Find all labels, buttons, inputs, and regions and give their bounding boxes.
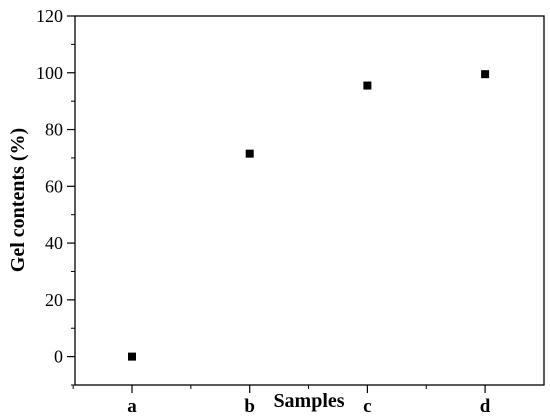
y-tick-label: 120 [36,6,63,26]
x-axis-title: Samples [273,390,344,412]
x-tick-label: b [244,396,255,417]
y-axis-title: Gel contents (%) [7,128,29,272]
y-tick-label: 100 [36,63,63,83]
y-tick-label: 20 [45,290,63,310]
x-tick-label: c [363,396,371,417]
y-tick-label: 80 [45,120,63,140]
y-tick-label: 40 [45,233,63,253]
x-tick-label: d [480,396,491,417]
data-points [128,70,490,361]
x-axis: a b c d [72,385,491,417]
x-tick-label: a [127,396,137,417]
y-tick-label: 60 [45,176,63,196]
data-point-c [363,81,372,90]
plot-frame [74,15,545,386]
y-axis: 0 20 40 60 80 100 120 [36,6,75,386]
data-point-b [245,149,254,158]
y-tick-label: 0 [54,347,63,367]
data-point-a [128,352,136,361]
data-point-d [481,70,490,79]
